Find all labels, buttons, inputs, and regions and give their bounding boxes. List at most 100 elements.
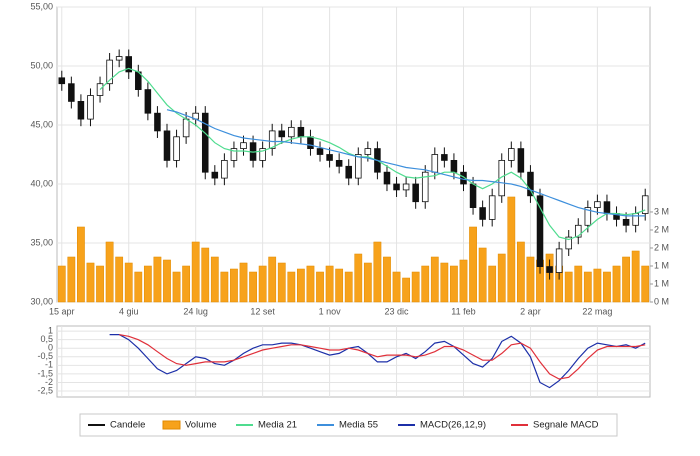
volume-bar	[182, 265, 191, 303]
x-tick-label: 12 set	[250, 306, 275, 316]
volume-bar	[469, 226, 477, 303]
y-tick-label: -1,5	[37, 368, 53, 378]
candle-body	[144, 89, 152, 114]
volume-bar	[143, 265, 152, 303]
candle-body	[517, 148, 525, 173]
volume-bar	[488, 265, 497, 303]
candle-body	[536, 195, 544, 268]
volume-bar	[354, 253, 363, 303]
volume-bar	[67, 256, 76, 303]
candle-body	[412, 183, 419, 203]
candle-body	[58, 77, 66, 85]
legend-label: Volume	[185, 420, 217, 431]
y-tick-label: 50,00	[30, 60, 53, 70]
y2-tick-label: 3 M	[654, 206, 669, 216]
candle-body	[622, 218, 630, 226]
series-line	[166, 109, 646, 217]
y-tick-label: 30,00	[30, 296, 53, 306]
candle-body	[345, 165, 352, 179]
candle-body	[603, 201, 611, 214]
volume-bar	[306, 265, 315, 303]
y-tick-label: 35,00	[30, 237, 53, 247]
volume-bar	[249, 271, 257, 303]
volume-bar	[344, 271, 353, 303]
y-tick-label: 40,00	[30, 178, 53, 188]
volume-bar	[335, 268, 344, 303]
candle-body	[508, 148, 515, 161]
candle-body	[230, 148, 238, 161]
x-tick-label: 4 giu	[119, 306, 139, 316]
volume-bar	[641, 265, 650, 303]
candle-body	[488, 195, 496, 220]
volume-bar	[497, 253, 506, 303]
y-tick-label: 55,00	[30, 1, 53, 11]
candle-body	[77, 101, 85, 120]
volume-bar	[459, 259, 468, 303]
volume-bar	[622, 256, 630, 303]
volume-bar	[411, 271, 420, 303]
volume-bar	[564, 271, 573, 303]
volume-bar	[392, 271, 401, 303]
volume-bar	[77, 226, 85, 303]
x-tick-label: 23 dic	[385, 306, 410, 316]
volume-bar	[612, 265, 621, 303]
volume-bar	[287, 271, 296, 303]
volume-bar	[210, 256, 219, 303]
volume-bar	[297, 268, 305, 303]
volume-bar	[105, 241, 114, 303]
candle-body	[259, 148, 266, 161]
candle-body	[421, 171, 429, 203]
volume-bar	[402, 277, 410, 303]
candle-body	[125, 56, 133, 73]
x-tick-label: 11 feb	[451, 306, 475, 316]
x-tick-label: 1 nov	[319, 306, 342, 316]
y2-tick-label: 2 M	[654, 242, 669, 252]
volume-bar	[363, 262, 372, 303]
volume-bar	[239, 262, 248, 303]
volume-bar	[201, 247, 210, 303]
candle-body	[201, 112, 209, 173]
volume-bar	[115, 256, 124, 303]
volume-bar	[258, 265, 267, 303]
y-tick-label: -0,5	[37, 351, 53, 361]
y2-tick-label: 0 M	[654, 296, 669, 306]
candle-body	[288, 126, 295, 138]
y2-tick-label: 2 M	[654, 224, 669, 234]
macd-panel	[56, 325, 651, 398]
volume-bar	[124, 262, 133, 303]
legend	[79, 413, 618, 437]
legend-label: Candele	[110, 420, 145, 431]
candle-body	[594, 201, 601, 208]
y-tick-label: 45,00	[30, 119, 53, 129]
candle-body	[182, 118, 190, 138]
candle-body	[555, 248, 563, 273]
legend-label: MACD(26,12,9)	[420, 420, 486, 431]
candle-body	[173, 136, 180, 161]
volume-bar	[478, 247, 487, 303]
volume-bar	[507, 196, 516, 303]
volume-bar	[583, 271, 592, 303]
y-tick-label: -2	[45, 377, 53, 387]
volume-bar	[383, 256, 391, 303]
candle-body	[211, 171, 219, 179]
x-tick-label: 15 apr	[49, 306, 75, 316]
volume-bar	[86, 262, 95, 303]
y-tick-label: 0,5	[40, 334, 53, 344]
volume-bar	[191, 241, 200, 303]
candle-body	[240, 142, 247, 149]
volume-bar	[603, 271, 611, 303]
candle-body	[115, 56, 123, 61]
candle-body	[479, 207, 486, 220]
volume-bar	[230, 268, 238, 303]
candle-body	[154, 112, 161, 132]
volume-bar	[516, 241, 525, 303]
legend-label: Media 21	[258, 420, 297, 431]
volume-bar	[631, 250, 640, 303]
y2-tick-label: 1 M	[654, 278, 669, 288]
volume-bar	[57, 265, 66, 303]
x-tick-label: 22 mag	[582, 306, 612, 316]
candle-body	[68, 83, 75, 102]
candle-body	[106, 59, 113, 85]
